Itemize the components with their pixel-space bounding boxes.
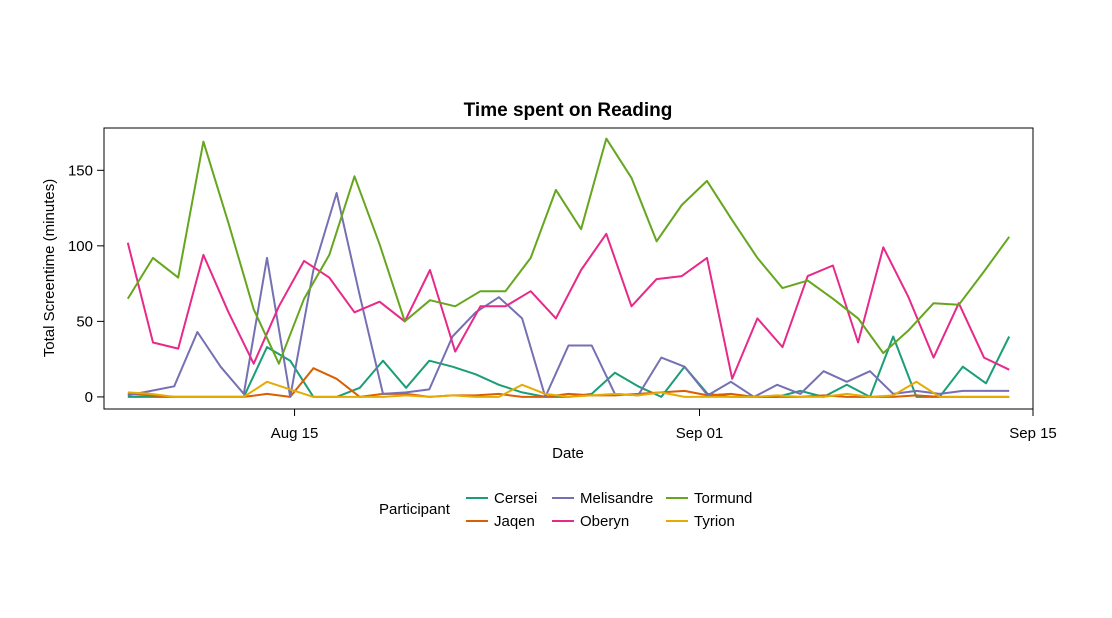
legend-label-tyrion: Tyrion [694, 513, 735, 530]
plot-frame [103, 127, 1034, 410]
y-axis: 0 50 100 150 [68, 162, 104, 406]
y-tick-label: 0 [85, 389, 93, 406]
series-line-tormund [126, 137, 1011, 365]
x-tick-label: Sep 15 [1009, 425, 1057, 442]
chart-title: Time spent on Reading [464, 100, 673, 121]
x-axis: Aug 15 Sep 01 Sep 15 [271, 409, 1057, 442]
legend-label-melisandre: Melisandre [580, 490, 653, 507]
series-line-melisandre [127, 192, 1010, 398]
y-tick-label: 50 [76, 313, 93, 330]
legend-label-oberyn: Oberyn [580, 513, 629, 530]
series-line-tyrion [127, 380, 1010, 398]
legend: Participant Cersei Jaqen Melisandre Oberyn T… [379, 490, 752, 530]
series-line-oberyn [126, 232, 1010, 380]
legend-label-jaqen: Jaqen [494, 513, 535, 530]
y-tick-label: 100 [68, 238, 93, 255]
y-tick-label: 150 [68, 162, 93, 179]
x-tick-label: Sep 01 [676, 425, 724, 442]
legend-label-tormund: Tormund [694, 490, 752, 507]
x-axis-label: Date [552, 445, 584, 462]
legend-label-cersei: Cersei [494, 490, 537, 507]
series-layer [126, 137, 1011, 398]
x-tick-label: Aug 15 [271, 425, 319, 442]
legend-title: Participant [379, 501, 451, 518]
y-axis-label: Total Screentime (minutes) [41, 179, 58, 357]
